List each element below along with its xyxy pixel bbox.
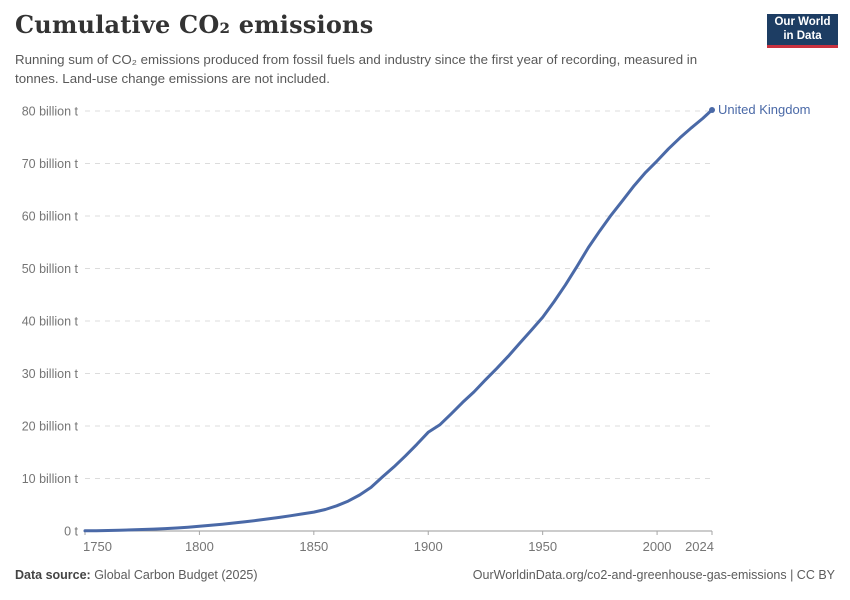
owid-logo: Our World in Data (767, 14, 838, 48)
x-tick-label: 2024 (685, 539, 714, 554)
x-tick-label: 1800 (185, 539, 214, 554)
data-source: Data source: Global Carbon Budget (2025) (15, 568, 258, 582)
chart-footer: Data source: Global Carbon Budget (2025)… (0, 568, 850, 582)
owid-logo-line1: Our World (774, 15, 831, 28)
chart-title: Cumulative CO₂ emissions (15, 10, 374, 39)
entity-label-united-kingdom[interactable]: United Kingdom (718, 101, 811, 117)
y-tick-label: 40 billion t (22, 315, 79, 329)
owid-logo-line2: in Data (783, 29, 822, 42)
x-tick-label: 1900 (414, 539, 443, 554)
y-tick-label: 60 billion t (22, 210, 79, 224)
x-tick-label: 1850 (299, 539, 328, 554)
footer-link[interactable]: OurWorldinData.org/co2-and-greenhouse-ga… (472, 568, 835, 582)
y-tick-label: 50 billion t (22, 262, 79, 276)
y-tick-label: 10 billion t (22, 472, 79, 486)
x-tick-label: 2000 (643, 539, 672, 554)
chart-subtitle: Running sum of CO₂ emissions produced fr… (15, 52, 698, 86)
data-source-value: Global Carbon Budget (2025) (90, 568, 258, 582)
y-tick-label: 70 billion t (22, 157, 79, 171)
y-tick-label: 80 billion t (22, 105, 79, 119)
x-tick-label: 1750 (83, 539, 112, 554)
emissions-line (83, 108, 714, 533)
y-tick-label: 20 billion t (22, 420, 79, 434)
data-source-label: Data source: (15, 568, 91, 582)
y-tick-label: 0 t (64, 525, 78, 539)
x-tick-label: 1950 (528, 539, 557, 554)
line-endpoint-dot (709, 106, 715, 113)
y-tick-label: 30 billion t (22, 367, 79, 381)
